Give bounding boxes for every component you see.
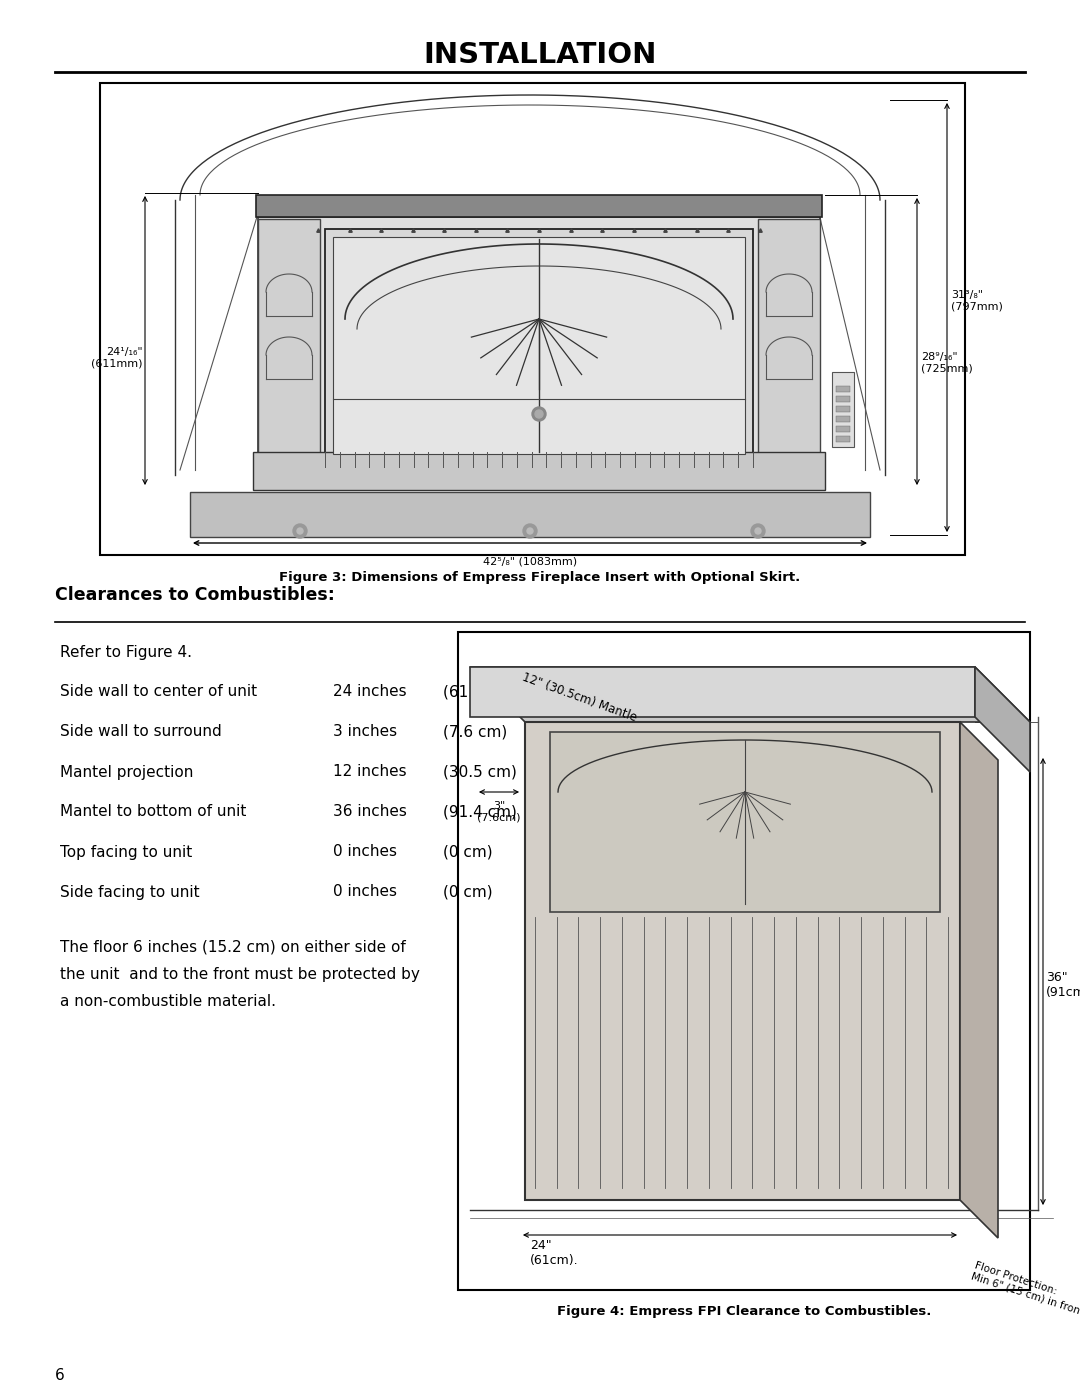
- Circle shape: [527, 528, 534, 534]
- Text: 12" (30.5cm) Mantle: 12" (30.5cm) Mantle: [519, 671, 638, 724]
- Bar: [836, 395, 850, 402]
- Text: a non-combustible material.: a non-combustible material.: [60, 995, 276, 1009]
- Text: 24 inches: 24 inches: [333, 685, 407, 700]
- Text: Mantel projection: Mantel projection: [60, 764, 193, 780]
- Text: The floor 6 inches (15.2 cm) on either side of: The floor 6 inches (15.2 cm) on either s…: [60, 940, 406, 956]
- Text: Figure 4: Empress FPI Clearance to Combustibles.: Figure 4: Empress FPI Clearance to Combu…: [557, 1306, 931, 1319]
- Text: 31³/₈"
(797mm): 31³/₈" (797mm): [951, 291, 1003, 312]
- Text: Floor Protection:
Min 6" (15 cm) in front of door: Floor Protection: Min 6" (15 cm) in fron…: [970, 1260, 1080, 1330]
- Bar: [100, 82, 966, 555]
- Text: (30.5 cm): (30.5 cm): [443, 764, 517, 780]
- Text: 24"
(61cm).: 24" (61cm).: [530, 1239, 579, 1267]
- Bar: [836, 386, 850, 393]
- Text: Side facing to unit: Side facing to unit: [60, 884, 200, 900]
- Bar: [525, 722, 960, 1200]
- Polygon shape: [960, 722, 998, 1238]
- Bar: [325, 229, 753, 462]
- Text: (0 cm): (0 cm): [443, 845, 492, 859]
- Text: Side wall to surround: Side wall to surround: [60, 725, 221, 739]
- Bar: [258, 219, 320, 485]
- Text: 36"
(91cm): 36" (91cm): [1047, 971, 1080, 999]
- Bar: [832, 372, 854, 447]
- Text: Side wall to center of unit: Side wall to center of unit: [60, 685, 257, 700]
- Bar: [836, 426, 850, 432]
- Bar: [256, 196, 822, 217]
- Polygon shape: [470, 666, 1030, 722]
- Text: (61.0 cm): (61.0 cm): [443, 685, 517, 700]
- Text: (0 cm): (0 cm): [443, 884, 492, 900]
- Circle shape: [532, 407, 546, 420]
- Bar: [333, 237, 745, 454]
- Text: Mantel to bottom of unit: Mantel to bottom of unit: [60, 805, 246, 820]
- Bar: [758, 219, 820, 485]
- Bar: [190, 492, 870, 536]
- Polygon shape: [975, 666, 1030, 773]
- Text: 12 inches: 12 inches: [333, 764, 407, 780]
- Text: (7.6 cm): (7.6 cm): [443, 725, 508, 739]
- Text: INSTALLATION: INSTALLATION: [423, 41, 657, 68]
- Text: 24¹/₁₆"
(611mm): 24¹/₁₆" (611mm): [92, 346, 143, 369]
- Bar: [836, 416, 850, 422]
- Text: 28⁹/₁₆"
(725mm): 28⁹/₁₆" (725mm): [921, 352, 973, 373]
- Circle shape: [297, 528, 303, 534]
- Text: the unit  and to the front must be protected by: the unit and to the front must be protec…: [60, 967, 420, 982]
- Text: Clearances to Combustibles:: Clearances to Combustibles:: [55, 585, 335, 604]
- Text: Refer to Figure 4.: Refer to Figure 4.: [60, 644, 192, 659]
- Polygon shape: [470, 666, 975, 717]
- Text: 3 inches: 3 inches: [333, 725, 397, 739]
- Bar: [458, 631, 1030, 1289]
- Text: 0 inches: 0 inches: [333, 845, 397, 859]
- Bar: [836, 436, 850, 441]
- Circle shape: [293, 524, 307, 538]
- Bar: [253, 453, 825, 490]
- Text: Top facing to unit: Top facing to unit: [60, 845, 192, 859]
- Circle shape: [523, 524, 537, 538]
- Text: Figure 3: Dimensions of Empress Fireplace Insert with Optional Skirt.: Figure 3: Dimensions of Empress Fireplac…: [280, 571, 800, 584]
- Text: 42⁵/₈" (1083mm): 42⁵/₈" (1083mm): [483, 557, 577, 567]
- Text: 3"
(7.6cm): 3" (7.6cm): [477, 802, 521, 823]
- Text: 36 inches: 36 inches: [333, 805, 407, 820]
- Circle shape: [535, 409, 543, 418]
- Bar: [258, 217, 820, 490]
- Circle shape: [751, 524, 765, 538]
- Text: 6: 6: [55, 1368, 65, 1383]
- Bar: [836, 407, 850, 412]
- Text: (91.4 cm): (91.4 cm): [443, 805, 517, 820]
- Text: 0 inches: 0 inches: [333, 884, 397, 900]
- Circle shape: [755, 528, 761, 534]
- Bar: [550, 732, 940, 912]
